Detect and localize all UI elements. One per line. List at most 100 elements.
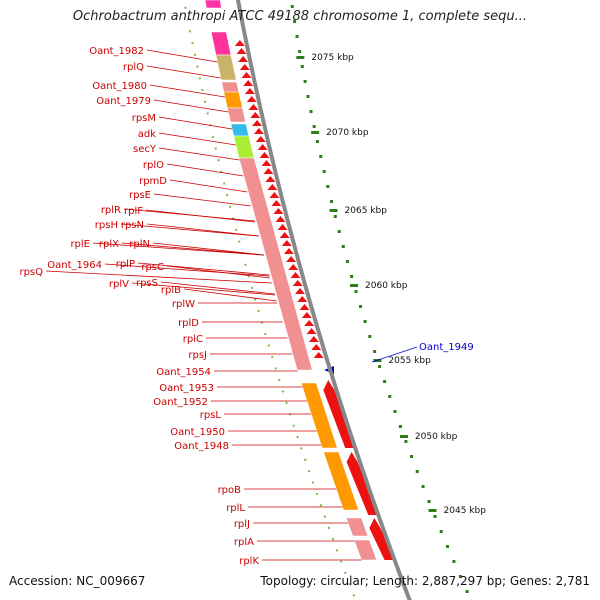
minor-tick	[439, 530, 443, 533]
scale-ticks: 2075 kbp 2070 kbp 2065 kbp 2060 kbp 2055 kbp…	[290, 5, 487, 593]
gene-label[interactable]: rpsN	[121, 220, 144, 231]
gene-band-10	[323, 451, 359, 511]
leader-line	[92, 242, 264, 256]
gene-label[interactable]: adk	[138, 129, 156, 140]
gene-arrow-11	[253, 128, 264, 134]
gene-arrow-15	[261, 160, 272, 166]
gene-label[interactable]: rplK	[239, 556, 259, 567]
gene-label[interactable]: rplP	[116, 259, 135, 270]
gene-band-4	[223, 91, 243, 109]
gene-band-12	[353, 539, 377, 561]
minor-tick	[350, 275, 354, 278]
gene-label[interactable]: rplF	[124, 206, 143, 217]
gene-label[interactable]: rplD	[178, 318, 199, 329]
minor-tick	[427, 500, 431, 503]
gene-label[interactable]: rplO	[143, 160, 164, 171]
gene-label[interactable]: rpsC	[141, 262, 164, 273]
gene-label[interactable]: rplA	[234, 537, 254, 548]
gene-band-0	[204, 0, 222, 9]
gene-label[interactable]: Oant_1948	[174, 441, 229, 452]
minor-tick	[383, 380, 387, 383]
backbone-line	[235, 0, 412, 600]
leader-line	[104, 263, 270, 277]
gene-label[interactable]: rpsS	[136, 278, 158, 289]
gene-arrow-37	[308, 336, 319, 342]
gene-arrow-35	[304, 320, 315, 326]
gene-band-6	[230, 123, 250, 137]
minor-tick	[322, 170, 326, 173]
gene-label-blue[interactable]: Oant_1949	[419, 342, 474, 353]
gene-label[interactable]: rpsH	[95, 220, 118, 231]
minor-tick	[337, 230, 341, 233]
gene-label[interactable]: rpsJ	[188, 350, 207, 361]
gene-arrow-19	[269, 192, 280, 198]
gene-arrow-29	[290, 272, 301, 278]
gene-label[interactable]: Oant_1982	[89, 46, 144, 57]
minor-tick	[293, 20, 297, 23]
leader-line-blue	[371, 346, 418, 363]
gene-label[interactable]: rplC	[183, 334, 203, 345]
gene-arrow-12	[255, 136, 266, 142]
minor-tick	[326, 185, 330, 188]
gene-label[interactable]: rpsL	[200, 410, 222, 421]
gene-arrow-30	[292, 280, 303, 286]
scale-tick-label: 2060 kbp	[365, 281, 408, 291]
gene-label[interactable]: rplX	[99, 239, 119, 250]
map-title: Ochrobactrum anthropi ATCC 49188 chromos…	[72, 9, 528, 24]
gene-arrow-3	[239, 64, 250, 70]
leader-line	[146, 223, 259, 237]
leader-line	[149, 84, 225, 98]
major-tick	[399, 435, 408, 438]
scale-tick-label: 2045 kbp	[444, 506, 487, 516]
gene-label[interactable]: rpsE	[129, 190, 151, 201]
gene-band-2	[215, 54, 237, 81]
gene-label[interactable]: rplL	[226, 503, 245, 514]
minor-tick	[378, 365, 382, 368]
gene-label[interactable]: rplE	[70, 239, 90, 250]
gene-arrow-25	[281, 240, 292, 246]
gene-label[interactable]: Oant_1953	[159, 383, 214, 394]
gene-band-8	[238, 157, 313, 371]
gene-label[interactable]: Oant_1950	[170, 427, 225, 438]
gene-arrows	[234, 40, 396, 560]
minor-tick	[465, 590, 469, 593]
gene-arrow-26	[283, 248, 294, 254]
gene-label[interactable]: rpsM	[132, 113, 156, 124]
gene-label[interactable]: rpsQ	[19, 267, 43, 278]
gene-label[interactable]: rplJ	[234, 519, 250, 530]
gene-label[interactable]: rplQ	[123, 62, 144, 73]
minor-tick	[309, 110, 313, 113]
minor-tick	[306, 95, 310, 98]
gene-label[interactable]: rplR	[101, 205, 121, 216]
gene-arrow-24	[279, 232, 290, 238]
minor-tick	[341, 245, 345, 248]
gene-label[interactable]: rpoB	[218, 485, 242, 496]
gene-arrow-33	[299, 304, 310, 310]
gene-labels[interactable]: Oant_1982 rplQ Oant_1980 Oant_1979 rpsM adk se…	[19, 46, 473, 567]
gene-label[interactable]: Oant_1979	[96, 96, 151, 107]
gene-label[interactable]: rplW	[172, 299, 195, 310]
gene-label[interactable]: Oant_1964	[47, 260, 102, 271]
minor-tick	[368, 335, 372, 338]
leader-line	[183, 288, 277, 302]
gene-label[interactable]: Oant_1954	[156, 367, 211, 378]
gene-label[interactable]: Oant_1980	[92, 81, 147, 92]
leader-line	[158, 147, 240, 161]
accession-text: Accession: NC_009667	[9, 574, 146, 588]
gene-arrow-8	[248, 104, 259, 110]
gene-label[interactable]: secY	[133, 144, 157, 155]
scale-tick-label: 2055 kbp	[388, 356, 431, 366]
leader-line	[160, 281, 275, 295]
gene-bands	[204, 0, 377, 561]
minor-tick	[388, 395, 392, 398]
gene-label[interactable]: rplN	[129, 239, 150, 250]
leader-line	[152, 242, 264, 256]
gene-label[interactable]: rplB	[161, 285, 181, 296]
gene-label[interactable]: rpmD	[139, 176, 167, 187]
gene-label[interactable]: Oant_1952	[153, 397, 208, 408]
gene-arrow-16	[263, 168, 274, 174]
gene-arrow-6	[244, 88, 255, 94]
minor-tick	[410, 455, 414, 458]
gene-label[interactable]: rplV	[109, 279, 129, 290]
gene-band-5	[227, 107, 246, 123]
